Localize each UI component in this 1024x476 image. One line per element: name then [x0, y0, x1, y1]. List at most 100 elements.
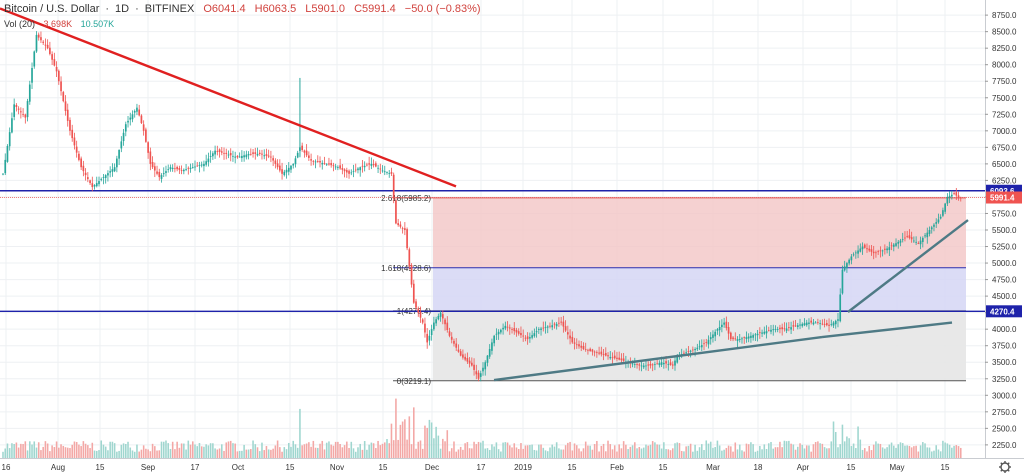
- candle-body: [78, 153, 80, 160]
- volume-bar: [759, 445, 761, 458]
- candle-body: [236, 155, 239, 158]
- candle-body: [171, 167, 174, 170]
- volume-bar: [209, 443, 212, 458]
- ascending-trendline-lower[interactable]: [493, 335, 823, 382]
- candle-body: [892, 244, 895, 247]
- volume-bar: [509, 445, 511, 458]
- time-tick-label: 15: [379, 463, 388, 472]
- candle-body: [370, 163, 373, 166]
- volume-bar: [276, 440, 279, 458]
- time-tick-label: 15: [941, 463, 950, 472]
- candle-body: [504, 325, 507, 329]
- ascending-trendline-upper[interactable]: [847, 219, 969, 313]
- candle-body: [573, 342, 576, 344]
- volume-bar: [241, 450, 243, 458]
- candle-body: [658, 362, 661, 366]
- volume-bar: [145, 448, 147, 458]
- candle-body: [265, 154, 268, 156]
- candle-body: [930, 227, 933, 230]
- candle-body: [283, 171, 286, 176]
- volume-bar: [899, 442, 902, 458]
- candle-body: [799, 324, 801, 326]
- candle-body: [191, 167, 194, 168]
- volume-bar: [893, 445, 895, 458]
- candle-body: [571, 336, 574, 343]
- candle-body: [662, 362, 665, 365]
- candle-body: [466, 358, 469, 362]
- volume-bar: [890, 442, 893, 458]
- volume-bar: [169, 448, 172, 458]
- descending-trendline[interactable]: [0, 7, 457, 188]
- volume-bar: [214, 448, 216, 458]
- candle-body: [450, 336, 453, 340]
- volume-bar: [261, 442, 263, 458]
- volume-bar: [658, 444, 661, 458]
- candle-body: [926, 232, 929, 238]
- price-tick-label: 6750.0: [992, 143, 1017, 152]
- volume-bar: [754, 451, 757, 458]
- volume-bar: [569, 441, 571, 458]
- candle-body: [314, 161, 317, 163]
- price-tick-label: 7500.0: [992, 94, 1017, 103]
- candle-body: [821, 323, 824, 325]
- candle-body: [955, 192, 958, 196]
- candle-body: [319, 161, 321, 163]
- candle-body: [323, 162, 326, 164]
- volume-bar: [910, 447, 913, 458]
- trend-lines[interactable]: [0, 7, 969, 382]
- candle-body: [287, 167, 290, 172]
- volume-bar: [370, 442, 373, 458]
- volume-bar: [308, 442, 310, 458]
- volume-bar: [538, 444, 540, 458]
- volume-bar: [589, 445, 591, 458]
- volume-bar: [366, 449, 368, 458]
- volume-bar: [841, 424, 844, 458]
- candle-body: [352, 171, 355, 172]
- candle-body: [308, 155, 310, 158]
- volume-bar: [935, 445, 937, 458]
- volume-bar: [151, 443, 154, 458]
- volume-bar: [410, 444, 413, 458]
- candle-body: [75, 146, 78, 153]
- candle-body: [718, 326, 721, 331]
- volume-bar: [946, 443, 949, 458]
- candle-body: [49, 47, 51, 54]
- candle-body: [185, 169, 187, 170]
- volume-bar: [37, 442, 40, 458]
- candle-body: [908, 235, 911, 238]
- volume-bar: [951, 447, 953, 458]
- candle-body: [736, 339, 739, 341]
- volume-bar: [111, 441, 114, 458]
- candle-body: [877, 251, 880, 253]
- volume-bar: [517, 449, 520, 458]
- price-tick-label: 3500.0: [992, 358, 1017, 367]
- volume-bar: [645, 444, 647, 458]
- volume-bar: [848, 438, 850, 458]
- candle-body: [113, 167, 116, 172]
- volume-bar: [216, 449, 219, 458]
- candle-body: [116, 158, 118, 168]
- volume-bar: [33, 441, 36, 458]
- price-axis[interactable]: 8750.0 8500.0 8250.0 8000.0 7750.0 7500.0 7250…: [985, 0, 1024, 476]
- volume-bar: [93, 450, 96, 458]
- volume-bar: [444, 441, 446, 458]
- ascending-trendline-extension[interactable]: [821, 321, 953, 339]
- horizontal-levels[interactable]: [0, 190, 985, 313]
- volume-bar: [846, 436, 848, 458]
- candle-body: [337, 167, 339, 168]
- candle-body: [872, 251, 875, 254]
- candle-body: [89, 180, 91, 184]
- candle-body: [919, 240, 922, 245]
- volume-bar: [406, 439, 408, 458]
- time-tick-label: Sep: [141, 463, 156, 472]
- volume-bar: [607, 440, 609, 458]
- volume-bar: [738, 444, 741, 458]
- candle-body: [823, 323, 826, 325]
- candle-body: [817, 322, 819, 324]
- time-axis[interactable]: 16 Aug 15 Sep 17 Oct 15 Nov 15 Dec 17 2019 15 Feb 15 Ma…: [0, 458, 1024, 476]
- volume-bar: [321, 440, 324, 458]
- volume-bar: [234, 443, 236, 458]
- gear-icon[interactable]: [999, 461, 1011, 473]
- volume-bar: [227, 441, 230, 458]
